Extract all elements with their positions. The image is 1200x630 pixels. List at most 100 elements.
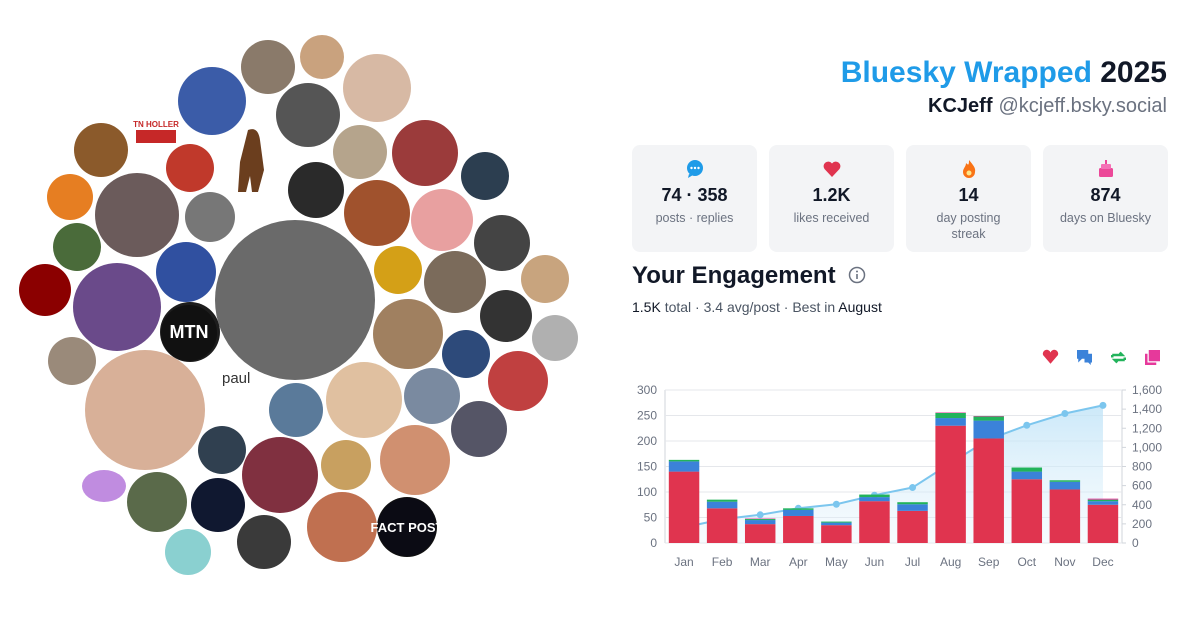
avatar[interactable] [73,263,161,351]
x-tick-label: Apr [789,555,808,569]
x-tick-label: Nov [1054,555,1075,569]
avatar[interactable] [276,83,340,147]
section-title: Your Engagement [632,262,866,290]
sticker [82,470,126,502]
bar-segment [706,508,738,543]
y-tick-label: 150 [637,460,657,474]
bar-segment [1049,489,1081,543]
bar-segment [783,509,814,516]
avatar[interactable] [178,67,246,135]
bar-segment [973,438,1004,543]
stat-card: 74 · 358 posts · replies [632,145,757,252]
avatar[interactable] [288,162,344,218]
icon [1098,160,1113,177]
avatar[interactable] [532,315,578,361]
avatar[interactable] [392,120,458,186]
avatar[interactable] [374,246,422,294]
legend-icon[interactable] [1042,349,1059,364]
x-tick-label: Aug [940,555,961,569]
avatar[interactable] [451,401,507,457]
legend-icon[interactable] [1111,351,1126,364]
avatar[interactable] [333,125,387,179]
avatar[interactable] [48,337,96,385]
avatar[interactable] [269,383,323,437]
handle[interactable]: @kcjeff.bsky.social [998,95,1167,117]
avatar[interactable] [321,440,371,490]
avatar[interactable] [373,299,443,369]
bar-segment [1087,499,1119,502]
bar-segment [744,519,776,521]
info-icon[interactable] [848,266,866,284]
avatar[interactable] [300,35,344,79]
bar-segment [935,418,966,426]
stat-label: posts · replies [655,211,734,225]
legend-icon[interactable] [1145,350,1160,365]
bar-segment [935,412,966,413]
line-point [832,500,840,508]
avatar-label: MTN [170,322,209,342]
y2-tick-label: 400 [1132,498,1152,512]
avatar[interactable] [165,529,211,575]
avatar[interactable] [237,515,291,569]
avatar[interactable] [156,242,216,302]
avatar[interactable] [343,54,411,122]
avatar[interactable] [480,290,532,342]
legend-icon[interactable] [1077,350,1092,365]
avatar[interactable] [74,123,128,177]
y-tick-label: 0 [650,536,657,550]
avatar[interactable] [521,255,569,303]
avatar[interactable] [488,351,548,411]
avatar[interactable] [461,152,509,200]
avatar[interactable] [411,189,473,251]
avatar [378,498,436,556]
avatar[interactable] [326,362,402,438]
avatar[interactable] [85,350,205,470]
avatar[interactable] [95,173,179,257]
avatar[interactable] [474,215,530,271]
bar-segment [1087,501,1119,505]
bar-segment [783,515,814,543]
y-tick-label: 300 [637,383,657,397]
bar-segment [1087,498,1119,500]
avatar[interactable] [424,251,486,313]
bar-segment [1011,479,1043,543]
avatar[interactable] [166,144,214,192]
total: 1.5K [632,299,661,315]
bar-segment [859,494,890,498]
avatar[interactable] [307,492,377,562]
line-point [909,484,917,492]
avatar[interactable] [442,330,490,378]
avatar-label: FACT POST [371,520,444,535]
sticker [238,129,264,192]
bar-segment [1049,480,1081,482]
line-point [756,511,764,519]
stat-value: 1.2K [812,185,851,205]
y-tick-label: 100 [637,485,657,499]
bar-segment [973,420,1004,439]
stat-card: 1.2K likes received [769,145,894,252]
line-point [1061,410,1069,418]
avatar[interactable] [185,192,235,242]
y-tick-label: 50 [644,511,658,525]
avatar[interactable] [53,223,101,271]
stat-card: 14 day posting streak [906,145,1031,252]
avatar[interactable] [242,437,318,513]
bar-segment [668,471,700,543]
avatar[interactable] [198,426,246,474]
year: 2025 [1100,56,1167,89]
avatar[interactable] [344,180,410,246]
avatar[interactable] [47,174,93,220]
line [683,404,1104,529]
bar-segment [821,522,852,526]
avatar[interactable] [380,425,450,495]
avatar[interactable] [241,40,295,94]
avatar[interactable] [404,368,460,424]
best-month: August [838,299,882,315]
avatar[interactable] [215,220,375,380]
avatar[interactable] [191,478,245,532]
x-tick-label: Sep [978,555,1000,569]
y-tick-label: 250 [637,409,657,423]
avatar[interactable] [19,264,71,316]
display-name[interactable]: KCJeff [928,95,993,117]
avatar[interactable] [127,472,187,532]
